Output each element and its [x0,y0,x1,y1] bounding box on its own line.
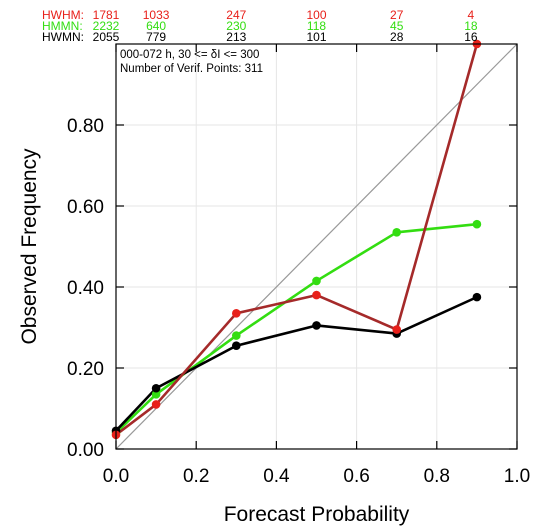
y-tick-label: 0.40 [67,278,104,299]
count-value-hwmn: 16 [464,30,478,44]
count-value-hwhm: 27 [390,8,404,22]
count-table: HWHM: 1781 1033 247 100 27 4 HMMN: 2232 640 230 118… [42,8,478,44]
point-hmmn [232,331,241,340]
count-value-hwmn: 28 [390,30,404,44]
perfect-reliability-line [115,43,518,450]
point-hwhm [151,400,161,409]
count-value-hwmn: 101 [306,30,326,44]
count-label-hwmn: HWMN: [42,30,84,44]
info-points-text: Number of Verif. Points: 311 [120,63,263,75]
count-value-hmmn: 118 [307,19,326,33]
count-value-hwhm: 1033 [143,8,170,22]
point-hmmn [472,219,482,229]
count-value-hwhm: 1781 [93,8,120,22]
x-tick-label: 0.6 [343,466,369,487]
count-value-hwmn: 779 [146,30,166,44]
count-value-hmmn: 230 [226,19,246,33]
point-hwhm [392,325,402,334]
count-value-hmmn: 18 [464,19,478,33]
point-hwmn [151,383,161,393]
point-hwhm [312,290,321,300]
y-tick-label: 0.60 [67,197,104,218]
count-label-hwhm: HWHM: [42,8,84,22]
count-value-hmmn: 640 [146,19,166,33]
count-value-hwhm: 4 [468,8,475,22]
point-hwmn [312,321,321,330]
x-tick-label: 1.0 [504,466,530,487]
info-range-text: 000-072 h, 30 <= δI <= 300 [120,49,259,61]
count-value-hwmn: 2055 [93,30,120,44]
point-hwhm [232,309,241,318]
point-hwmn [472,292,482,302]
point-hmmn [392,228,402,237]
series-line-hwmn [115,295,478,432]
count-value-hmmn: 2232 [93,19,120,33]
series-line-hwhm [115,43,479,436]
count-value-hwhm: 100 [306,8,326,22]
point-hwmn [232,341,241,351]
x-tick-label: 0.2 [183,466,209,487]
y-tick-label: 0.80 [67,116,104,137]
count-label-hmmn: HMMN: [42,19,83,33]
info-box: 000-072 h, 30 <= δI <= 300 Number of Ver… [120,49,263,75]
x-tick-label: 0.4 [263,466,290,487]
axis-ticks: 0.0 0.2 0.4 0.6 0.8 1.0 0.00 0.20 0.40 0.60 0.80 [67,44,530,487]
x-axis-title: Forecast Probability [224,503,410,526]
y-tick-label: 0.00 [67,440,104,461]
y-tick-label: 0.20 [67,359,104,380]
count-value-hwhm: 247 [226,8,246,22]
series-group [111,39,482,440]
count-value-hmmn: 45 [390,19,404,33]
point-hmmn [151,390,161,399]
y-axis-title: Observed Frequency [18,148,41,345]
point-hmmn [312,276,321,286]
x-tick-label: 0.0 [103,466,129,487]
count-value-hwmn: 213 [226,30,246,44]
series-line-hmmn [115,222,478,434]
x-tick-label: 0.8 [424,466,450,487]
plot-frame [115,43,518,450]
